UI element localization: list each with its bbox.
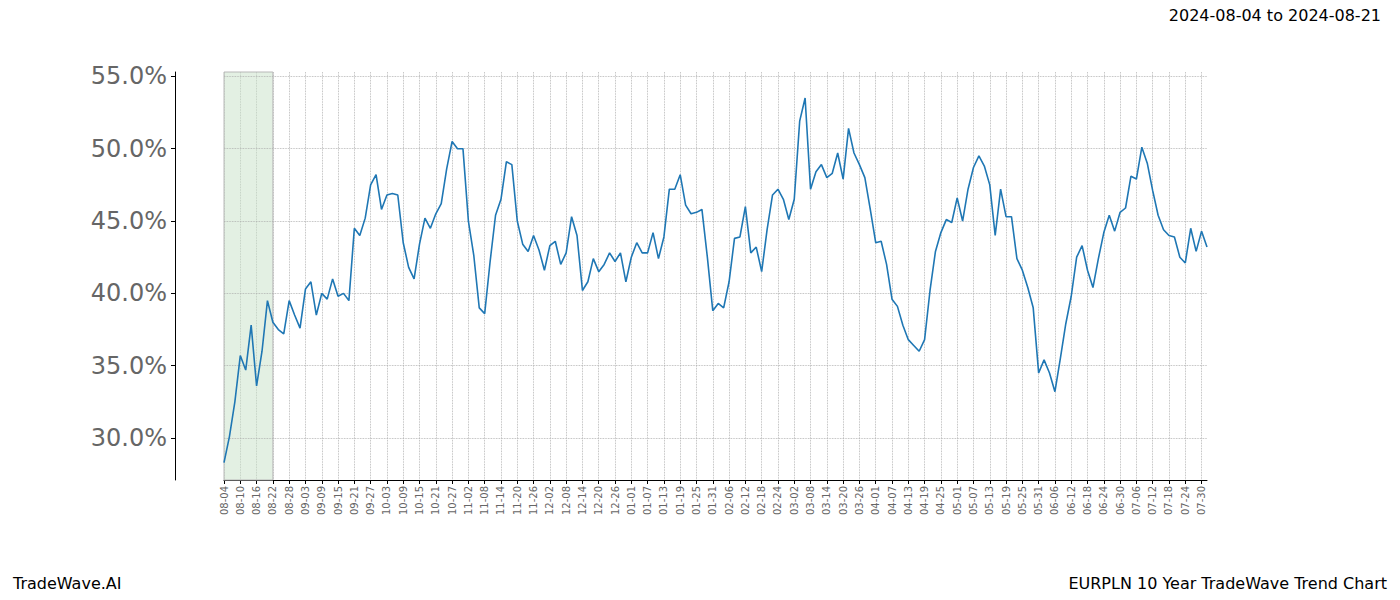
svg-text:05-13: 05-13 xyxy=(984,486,995,515)
svg-text:07-06: 07-06 xyxy=(1131,486,1142,515)
svg-text:07-12: 07-12 xyxy=(1147,486,1158,515)
svg-text:09-21: 09-21 xyxy=(349,486,360,515)
svg-text:02-06: 02-06 xyxy=(724,486,735,515)
svg-text:01-01: 01-01 xyxy=(626,486,637,515)
svg-text:35.0%: 35.0% xyxy=(91,352,167,380)
svg-text:07-30: 07-30 xyxy=(1196,486,1207,515)
svg-text:03-02: 03-02 xyxy=(789,486,800,515)
svg-text:04-07: 04-07 xyxy=(887,486,898,515)
svg-text:01-25: 01-25 xyxy=(691,486,702,515)
svg-text:50.0%: 50.0% xyxy=(91,135,167,163)
svg-text:30.0%: 30.0% xyxy=(91,424,167,452)
svg-text:2024-08-04 to 2024-08-21: 2024-08-04 to 2024-08-21 xyxy=(1169,6,1381,25)
svg-text:12-08: 12-08 xyxy=(561,486,572,515)
svg-text:05-19: 05-19 xyxy=(1001,486,1012,515)
svg-text:12-26: 12-26 xyxy=(610,486,621,515)
svg-text:03-20: 03-20 xyxy=(838,486,849,515)
svg-text:07-18: 07-18 xyxy=(1163,486,1174,515)
svg-text:09-09: 09-09 xyxy=(316,486,327,515)
svg-text:11-20: 11-20 xyxy=(512,486,523,515)
svg-text:10-15: 10-15 xyxy=(414,486,425,515)
svg-text:03-26: 03-26 xyxy=(854,486,865,515)
svg-text:05-01: 05-01 xyxy=(952,486,963,515)
svg-text:07-24: 07-24 xyxy=(1180,486,1191,515)
svg-text:02-12: 02-12 xyxy=(740,486,751,515)
svg-text:03-08: 03-08 xyxy=(805,486,816,515)
svg-text:04-19: 04-19 xyxy=(919,486,930,515)
svg-text:11-02: 11-02 xyxy=(463,486,474,515)
svg-text:02-18: 02-18 xyxy=(756,486,767,515)
svg-text:08-28: 08-28 xyxy=(284,486,295,515)
svg-text:10-03: 10-03 xyxy=(381,486,392,515)
svg-text:09-15: 09-15 xyxy=(333,486,344,515)
svg-text:45.0%: 45.0% xyxy=(91,207,167,235)
svg-text:11-08: 11-08 xyxy=(479,486,490,515)
svg-text:10-27: 10-27 xyxy=(447,486,458,515)
svg-text:08-10: 08-10 xyxy=(235,486,246,515)
svg-text:05-31: 05-31 xyxy=(1033,486,1044,515)
svg-text:04-01: 04-01 xyxy=(870,486,881,515)
svg-text:12-20: 12-20 xyxy=(593,486,604,515)
svg-text:12-02: 12-02 xyxy=(544,486,555,515)
svg-text:40.0%: 40.0% xyxy=(91,279,167,307)
svg-text:01-19: 01-19 xyxy=(675,486,686,515)
svg-text:55.0%: 55.0% xyxy=(91,62,167,90)
svg-text:06-06: 06-06 xyxy=(1049,486,1060,515)
svg-text:11-26: 11-26 xyxy=(528,486,539,515)
svg-text:06-30: 06-30 xyxy=(1115,486,1126,515)
svg-text:10-09: 10-09 xyxy=(398,486,409,515)
svg-text:08-22: 08-22 xyxy=(267,486,278,515)
svg-text:05-25: 05-25 xyxy=(1017,486,1028,515)
svg-text:09-03: 09-03 xyxy=(300,486,311,515)
svg-text:12-14: 12-14 xyxy=(577,486,588,515)
svg-text:05-07: 05-07 xyxy=(968,486,979,515)
svg-text:06-12: 06-12 xyxy=(1066,486,1077,515)
svg-text:02-24: 02-24 xyxy=(772,486,783,515)
svg-text:TradeWave.AI: TradeWave.AI xyxy=(12,574,121,593)
svg-text:04-13: 04-13 xyxy=(903,486,914,515)
svg-text:06-18: 06-18 xyxy=(1082,486,1093,515)
svg-text:08-04: 08-04 xyxy=(219,486,230,515)
svg-text:08-16: 08-16 xyxy=(251,486,262,515)
svg-text:04-25: 04-25 xyxy=(935,486,946,515)
svg-text:11-14: 11-14 xyxy=(495,486,506,515)
svg-text:01-07: 01-07 xyxy=(642,486,653,515)
svg-text:01-31: 01-31 xyxy=(707,486,718,515)
svg-text:09-27: 09-27 xyxy=(365,486,376,515)
svg-text:EURPLN 10 Year TradeWave Trend: EURPLN 10 Year TradeWave Trend Chart xyxy=(1068,574,1387,593)
svg-text:10-21: 10-21 xyxy=(430,486,441,515)
svg-text:06-24: 06-24 xyxy=(1098,486,1109,515)
svg-text:01-13: 01-13 xyxy=(658,486,669,515)
svg-text:03-14: 03-14 xyxy=(821,486,832,515)
